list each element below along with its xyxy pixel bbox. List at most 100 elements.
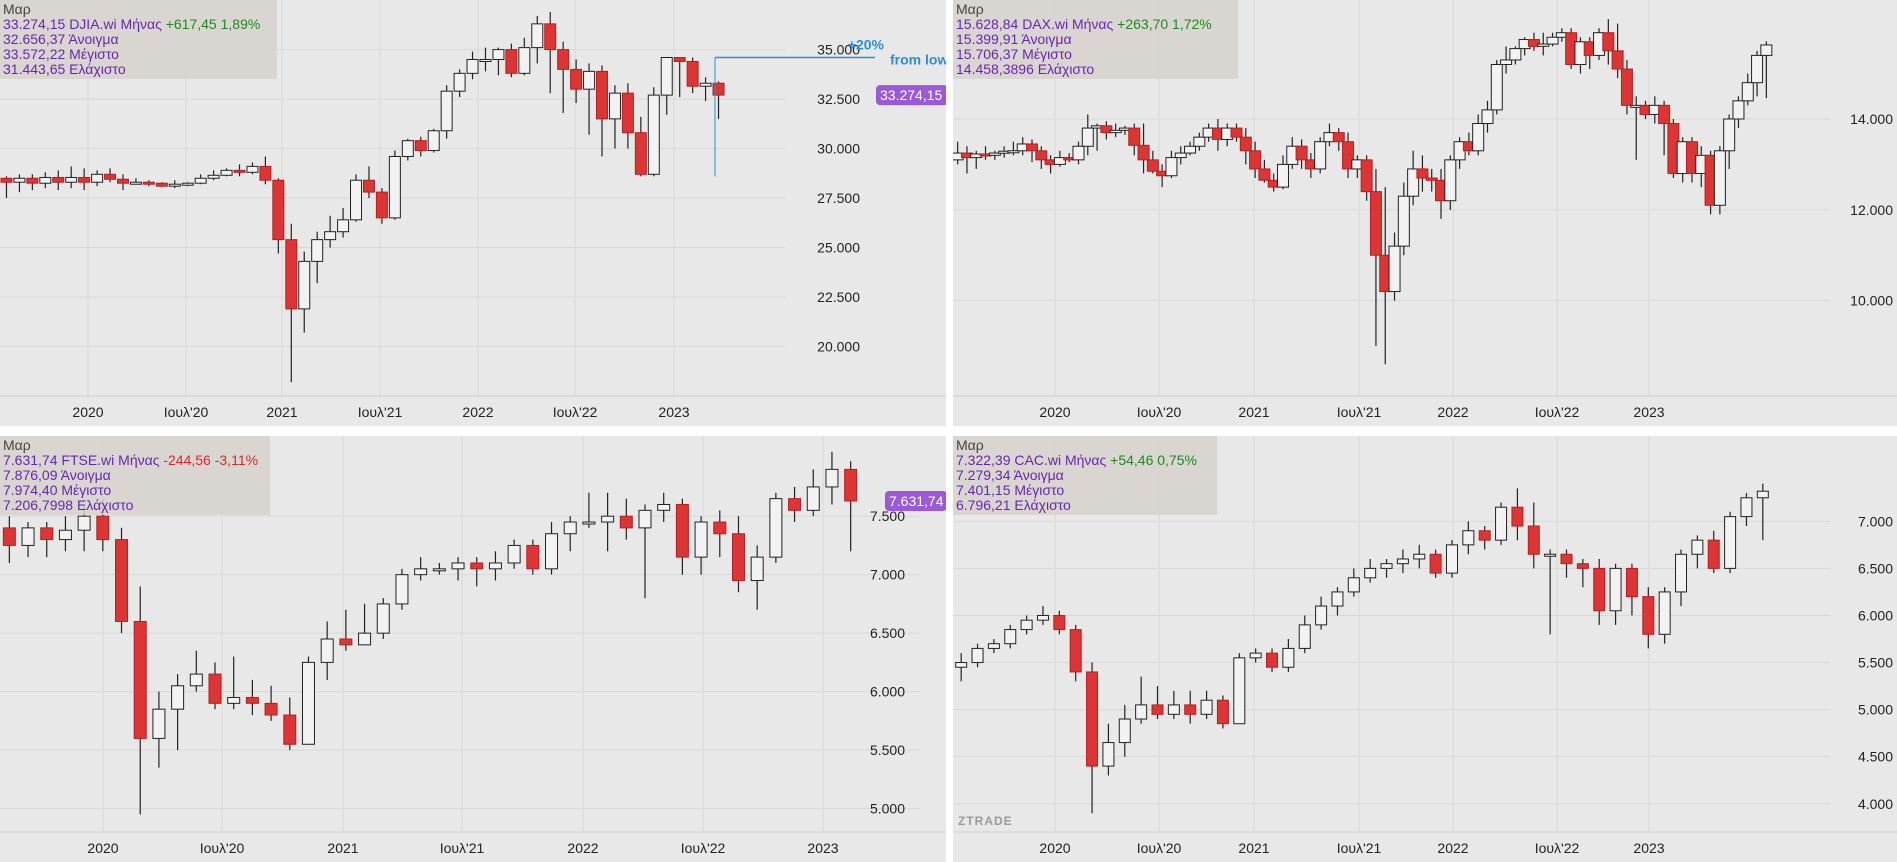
candle [1724,511,1737,574]
chart-panel-djia: 20.000 22.500 25.000 27.500 30.000 32.500 35.0… [0,0,946,426]
candle [220,168,233,177]
candle [362,166,375,199]
candle [1360,155,1373,201]
candle [1295,139,1308,169]
x-tick-label: Ιουλ'20 [1137,404,1182,420]
candlestick-chart-dax[interactable]: 10.000 12.000 14.000 2020 Ιουλ'20 2021 Ιουλ'21… [953,0,1897,426]
change-value: +54,46 0,75% [1110,452,1197,468]
candle [1396,549,1409,574]
candle [713,510,727,558]
change-value: -244,56 -3,11% [163,452,259,468]
candle [1282,639,1295,672]
candle [264,685,278,721]
candle [545,522,559,575]
candle [272,178,285,254]
y-tick-label: 12.000 [1850,202,1893,218]
candle [1509,46,1522,65]
high-value: 7.974,40 Μέγιστο [3,482,112,498]
candle [320,621,334,680]
candle [13,174,26,193]
candle [1481,100,1494,133]
candle [601,492,615,552]
candle [1118,704,1131,757]
candle [91,170,104,187]
y-tick-label: 5.000 [1858,702,1893,718]
candle [1462,521,1475,555]
y-tick-label: 4.000 [1858,796,1893,812]
candle [1174,146,1187,165]
candle [358,603,372,646]
candle [401,138,414,161]
y-tick-label: 5.000 [870,801,905,817]
candle [285,223,298,383]
ztrade-watermark: ZTRADE [958,814,1013,828]
change-value: +617,45 1,89% [165,16,261,32]
x-tick-label: 2021 [1238,840,1269,856]
y-tick-label: 7.000 [870,567,905,583]
x-tick-label: Ιουλ'22 [1535,840,1580,856]
candle [1167,690,1180,720]
candle [1314,137,1327,174]
candle [1620,59,1633,115]
candle [1495,502,1508,545]
candle [583,63,596,135]
candle [987,639,1000,654]
candle [1602,19,1615,65]
candle [1625,563,1638,616]
candlestick-chart-ftse[interactable]: 5.000 5.500 6.000 6.500 7.000 7.500 2020 Ιουλ'2… [0,436,946,862]
symbol-label: DJIA.wi Μήνας [69,16,162,32]
candle [1184,141,1197,156]
candlestick-chart-djia[interactable]: 20.000 22.500 25.000 27.500 30.000 32.500 35.0… [0,0,946,426]
candle [1369,168,1382,347]
candle [116,174,129,191]
candle [988,150,1001,160]
chart-panel-dax: 10.000 12.000 14.000 2020 Ιουλ'20 2021 Ιουλ'21… [953,0,1897,426]
candle [712,81,725,119]
candle [233,164,246,177]
candle [1200,690,1213,720]
candle [1527,32,1540,51]
candle [1276,155,1289,190]
y-tick-label: 6.500 [1858,560,1893,576]
candle [1230,123,1243,142]
candle [1298,615,1311,654]
x-tick-label: 2022 [1437,404,1468,420]
last-price-badge [885,490,946,511]
candle [155,182,168,188]
candle [955,653,968,682]
candle [634,116,647,177]
x-tick-label: 2023 [1633,840,1664,856]
candle [1135,676,1148,724]
candle [750,545,764,610]
candle [324,215,337,248]
candle [479,47,492,72]
y-tick-label: 35.000 [817,42,860,58]
candle [1546,32,1559,47]
candle [1081,114,1094,156]
candle [608,85,621,149]
x-tick-label: Ιουλ'21 [1337,404,1382,420]
candle [1732,96,1745,129]
x-tick-label: Ιουλ'22 [1535,404,1580,420]
y-tick-label: 20.000 [817,339,860,355]
candle [621,83,634,149]
candle [376,598,390,639]
candle [115,527,129,634]
candle [142,180,155,187]
y-tick-label: 27.500 [817,190,860,206]
candle [731,516,745,593]
candle [104,168,117,183]
candle [1072,141,1085,165]
candle [675,498,689,575]
candle [1537,32,1550,56]
candle [1511,488,1524,541]
close-value: 33.274,15 [3,16,66,32]
y-tick-label: 6.000 [870,684,905,700]
candle [788,486,802,523]
high-value: 7.401,15 Μέγιστο [956,482,1065,498]
candle [1109,123,1122,138]
candle [466,51,479,80]
candle [971,643,984,668]
candle [152,691,166,768]
candle [1560,549,1573,578]
